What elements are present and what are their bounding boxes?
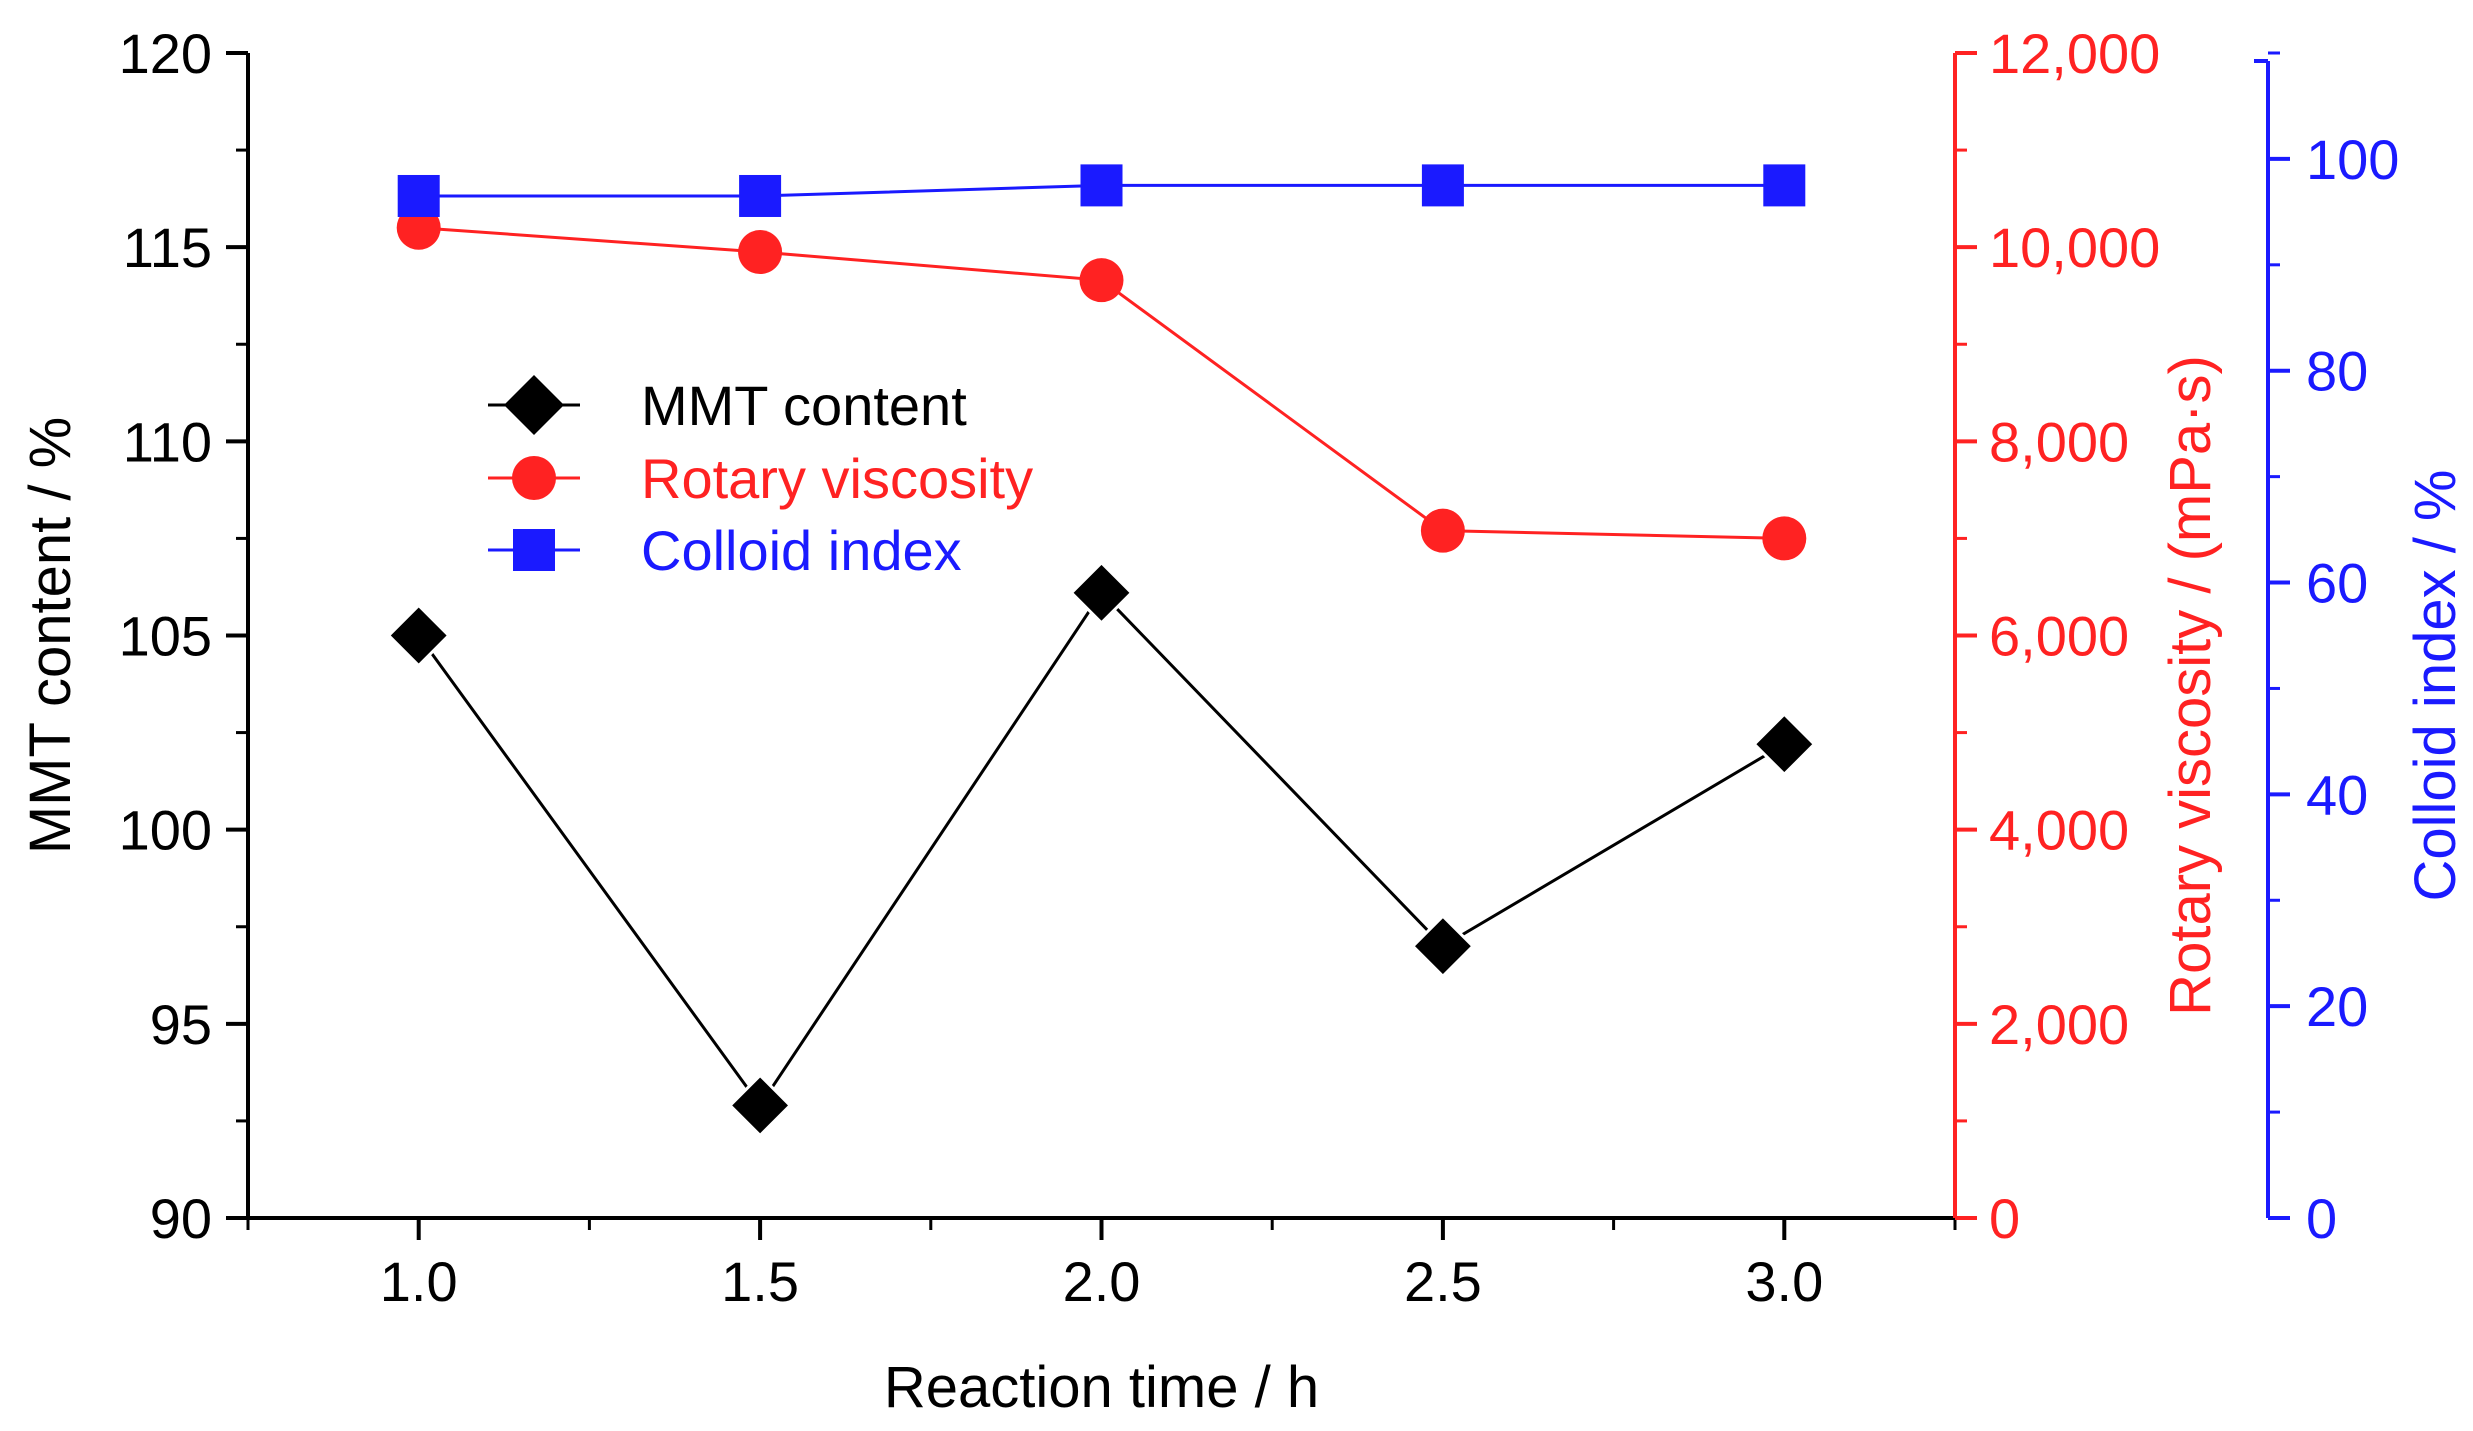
legend-marker-mmt	[504, 375, 564, 435]
axes-group: 1.0 1.5 2.0 2.5 3.0 90 95 100 105 110 115 120 0 2,000…	[119, 22, 2400, 1313]
data-point-colloid	[397, 174, 440, 217]
viscosity-tick-label: 8,000	[1989, 410, 2129, 473]
legend-label-colloid: Colloid index	[641, 519, 962, 582]
data-point-colloid	[739, 174, 782, 217]
legend-marker-colloid	[513, 529, 555, 571]
viscosity-tick-label: 12,000	[1989, 22, 2160, 85]
left-tick-label: 115	[123, 216, 212, 279]
x-tick-label: 3.0	[1745, 1250, 1823, 1313]
viscosity-tick-label: 2,000	[1989, 993, 2129, 1056]
colloid-tick-label: 80	[2306, 340, 2368, 403]
colloid-tick-label: 20	[2306, 975, 2368, 1038]
legend-label-viscosity: Rotary viscosity	[641, 447, 1033, 510]
x-tick-label: 1.0	[380, 1250, 458, 1313]
viscosity-tick-label: 4,000	[1989, 799, 2129, 862]
legend-item-viscosity: Rotary viscosity	[488, 447, 1033, 510]
data-point-viscosity	[1762, 516, 1807, 561]
data-point-mmt	[1410, 914, 1476, 979]
viscosity-y-axis-title: Rotary viscosity / (mPa·s)	[2158, 355, 2223, 1016]
colloid-tick-label: 40	[2306, 763, 2368, 826]
left-tick-label: 110	[123, 410, 212, 473]
left-tick-label: 120	[119, 22, 212, 85]
data-point-viscosity	[1420, 508, 1465, 553]
data-point-viscosity	[738, 230, 783, 275]
colloid-tick-label: 60	[2306, 552, 2368, 615]
data-point-mmt	[386, 603, 451, 668]
x-tick-label: 2.0	[1063, 1250, 1141, 1313]
left-tick-label: 100	[119, 799, 212, 862]
x-tick-label: 1.5	[721, 1250, 799, 1313]
legend-item-colloid: Colloid index	[488, 519, 962, 582]
viscosity-tick-label: 6,000	[1989, 605, 2129, 668]
data-point-mmt	[1752, 712, 1817, 777]
data-point-colloid	[1763, 164, 1806, 207]
left-y-axis-title: MMT content / %	[18, 417, 83, 854]
x-tick-label: 2.5	[1404, 1250, 1482, 1313]
legend-marker-viscosity	[512, 456, 556, 500]
legend-item-mmt: MMT content	[488, 374, 967, 437]
legend-label-mmt: MMT content	[641, 374, 967, 437]
x-axis-title: Reaction time / h	[884, 1355, 1319, 1420]
colloid-y-axis-title: Colloid index / %	[2403, 470, 2468, 902]
left-tick-label: 95	[150, 993, 212, 1056]
colloid-tick-label: 100	[2306, 128, 2399, 191]
data-point-colloid	[1080, 164, 1123, 207]
legend: MMT content Rotary viscosity Colloid ind…	[488, 374, 1033, 582]
data-point-viscosity	[1079, 258, 1124, 303]
data-point-mmt	[1069, 560, 1134, 625]
series-group	[386, 164, 1817, 1138]
left-tick-label: 105	[119, 605, 212, 668]
left-tick-label: 90	[150, 1187, 212, 1250]
data-point-mmt	[727, 1073, 793, 1138]
viscosity-tick-label: 10,000	[1989, 216, 2160, 279]
data-point-colloid	[1421, 164, 1464, 207]
colloid-tick-label: 0	[2306, 1187, 2337, 1250]
viscosity-tick-label: 0	[1989, 1187, 2020, 1250]
